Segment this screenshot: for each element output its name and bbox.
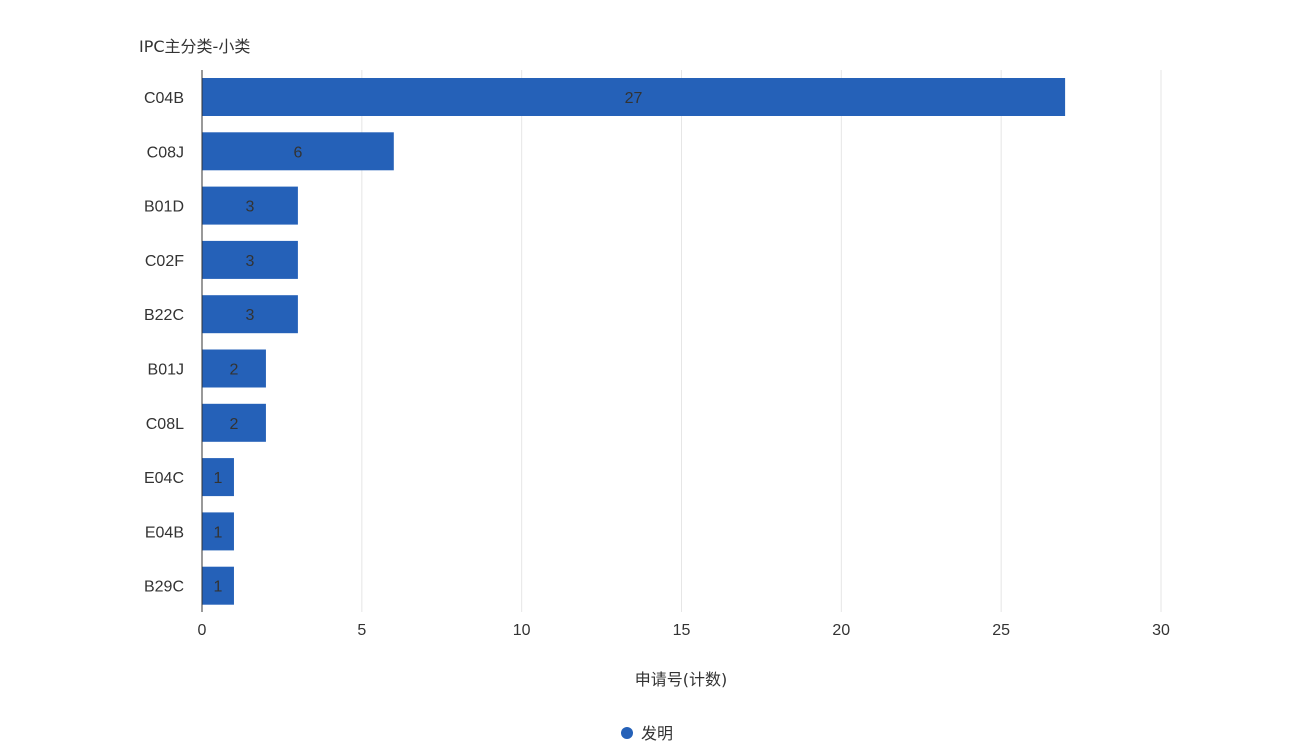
category-label: B22C bbox=[144, 307, 184, 324]
data-label: 2 bbox=[230, 416, 239, 433]
x-tick-label: 10 bbox=[513, 622, 531, 639]
data-label: 1 bbox=[214, 524, 223, 541]
grid-lines bbox=[362, 70, 1161, 612]
category-label: B01D bbox=[144, 199, 184, 216]
category-label: B01J bbox=[148, 362, 184, 379]
category-label: C08J bbox=[147, 144, 184, 161]
x-tick-label: 15 bbox=[673, 622, 691, 639]
category-label: B29C bbox=[144, 579, 184, 596]
category-label: E04B bbox=[145, 524, 184, 541]
category-labels: C04B C08J B01D C02F B22C B01J C08L E04C E04B B29C bbox=[144, 90, 184, 596]
y-axis-title: IPC主分类-小类 bbox=[139, 37, 250, 56]
legend[interactable]: 发明 bbox=[621, 724, 673, 743]
x-tick-labels: 0 5 10 15 20 25 30 bbox=[198, 622, 1170, 639]
x-tick-label: 0 bbox=[198, 622, 207, 639]
data-label: 1 bbox=[214, 470, 223, 487]
data-label: 3 bbox=[245, 199, 254, 216]
category-label: C08L bbox=[146, 416, 184, 433]
category-label: E04C bbox=[144, 470, 184, 487]
x-axis-title: 申请号(计数) bbox=[635, 670, 728, 689]
data-label: 1 bbox=[214, 579, 223, 596]
category-label: C02F bbox=[145, 253, 184, 270]
x-tick-label: 25 bbox=[992, 622, 1010, 639]
data-label: 2 bbox=[230, 362, 239, 379]
x-tick-label: 20 bbox=[832, 622, 850, 639]
data-label: 3 bbox=[245, 307, 254, 324]
legend-marker bbox=[621, 727, 633, 739]
x-tick-label: 5 bbox=[357, 622, 366, 639]
data-label: 3 bbox=[245, 253, 254, 270]
bars bbox=[202, 78, 1065, 605]
data-label: 27 bbox=[625, 90, 643, 107]
legend-label: 发明 bbox=[641, 724, 673, 743]
category-label: C04B bbox=[144, 90, 184, 107]
data-label: 6 bbox=[293, 144, 302, 161]
x-tick-label: 30 bbox=[1152, 622, 1170, 639]
